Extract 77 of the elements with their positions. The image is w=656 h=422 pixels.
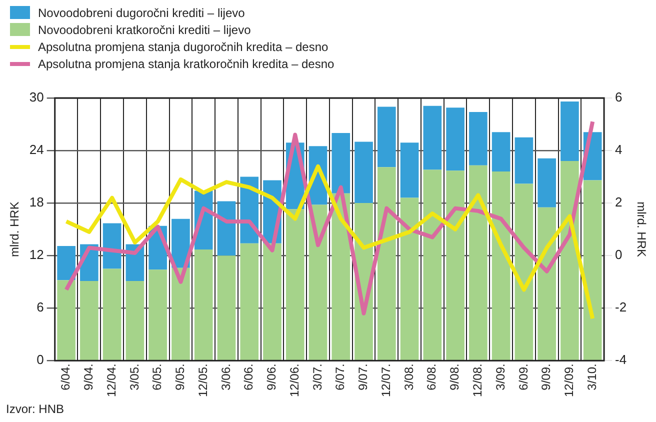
- bar: [560, 102, 579, 162]
- legend-label: Novoodobreni dugoročni krediti – lijevo: [38, 6, 245, 20]
- y2-tick-label: 0: [615, 247, 622, 262]
- bar: [469, 112, 488, 166]
- bar: [400, 142, 419, 198]
- bar: [102, 223, 122, 269]
- bar: [400, 198, 419, 360]
- bar: [423, 170, 442, 360]
- bar: [514, 137, 534, 184]
- bar: [57, 280, 76, 360]
- y-tick-label: 18: [29, 194, 44, 210]
- x-tick-label: 6/06.: [242, 364, 256, 390]
- bar: [469, 165, 488, 360]
- bar: [492, 172, 510, 360]
- bar: [57, 246, 76, 280]
- x-tick-label: 12/04.: [104, 364, 118, 398]
- x-tick-label: 6/04.: [58, 364, 73, 390]
- y-tick-label: 30: [29, 90, 44, 105]
- bar: [194, 249, 213, 360]
- x-tick-label: 9/07.: [356, 364, 370, 390]
- bar: [148, 270, 167, 360]
- bar: [492, 132, 510, 172]
- x-tick-label: 3/07.: [310, 364, 324, 390]
- text: Izvor: HNB: [6, 402, 64, 416]
- bar: [80, 280, 98, 360]
- x-tick-label: 6/05.: [150, 364, 164, 390]
- x-tick-label: 12/09.: [562, 364, 576, 398]
- x-tick-label: 6/09.: [516, 364, 530, 390]
- bar: [240, 243, 259, 360]
- bar: [126, 280, 144, 360]
- y2-tick-label: -4: [615, 352, 627, 368]
- x-tick-label: 3/09.: [493, 364, 508, 390]
- bar: [102, 268, 122, 360]
- x-tick-label: 12/08.: [470, 364, 484, 398]
- legend-label: Novoodobreni kratkoročni krediti – lijevo: [38, 22, 251, 36]
- bar: [217, 201, 236, 256]
- x-tick-label: 9/05.: [173, 364, 188, 390]
- bar: [423, 106, 442, 170]
- x-tick-label: 12/07.: [378, 364, 393, 398]
- y2-tick-label: 4: [615, 142, 622, 158]
- y-axis-title: mlrd. HRK: [8, 202, 22, 257]
- x-tick-label: 12/06.: [287, 364, 302, 398]
- bar: [217, 256, 236, 360]
- y2-tick-label: -2: [615, 300, 627, 315]
- bar: [263, 243, 282, 360]
- y-tick-label: 6: [36, 300, 44, 315]
- bar: [172, 268, 190, 360]
- y2-tick-label: 6: [615, 90, 622, 105]
- bar: [538, 158, 556, 208]
- x-tick-label: 3/05.: [127, 364, 142, 390]
- legend-label: Apsolutna promjena stanja dugoročnih kredita – desno: [38, 40, 328, 54]
- x-tick-label: 3/10.: [584, 364, 599, 390]
- y-tick-label: 0: [36, 352, 44, 368]
- bar: [378, 106, 396, 168]
- bar: [446, 170, 464, 360]
- x-tick-label: 3/08.: [402, 364, 416, 390]
- y-tick-label: 24: [29, 142, 44, 158]
- y-tick-label: 12: [29, 247, 44, 262]
- bar: [378, 167, 396, 360]
- bar: [332, 133, 350, 194]
- bar: [583, 180, 602, 360]
- bar: [354, 142, 373, 204]
- x-tick-label: 9/04.: [81, 364, 96, 390]
- y2-tick-label: 2: [615, 194, 622, 210]
- x-tick-label: 12/05.: [196, 364, 210, 398]
- bar: [538, 207, 556, 360]
- bar: [514, 184, 534, 360]
- x-tick-label: 9/08.: [448, 364, 462, 390]
- x-tick-label: 6/07.: [333, 364, 348, 390]
- x-tick-label: 9/09.: [539, 364, 554, 390]
- y2-axis-title: mlrd. HRK: [634, 202, 648, 257]
- x-tick-label: 6/08.: [424, 364, 439, 390]
- bar: [446, 108, 464, 171]
- legend-label: Apsolutna promjena stanja kratkoročnih kredita – desno: [38, 56, 334, 70]
- x-tick-label: 9/06.: [264, 364, 279, 390]
- x-tick-label: 3/06.: [218, 364, 233, 390]
- bar: [286, 209, 304, 360]
